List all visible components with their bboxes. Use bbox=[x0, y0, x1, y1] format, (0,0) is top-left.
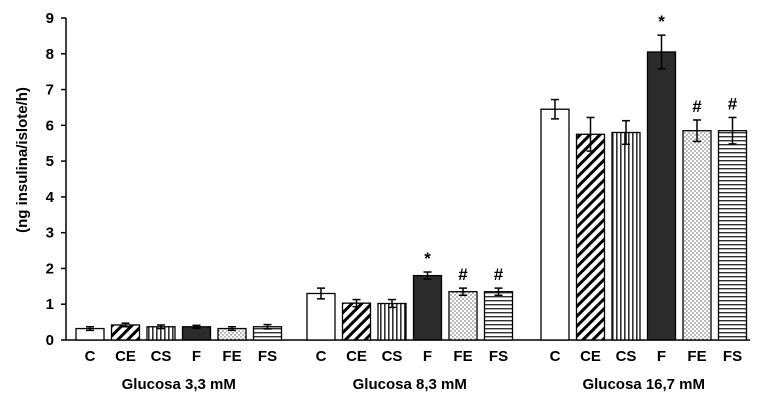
x-tick-label: CE bbox=[346, 348, 367, 365]
y-tick-label: 3 bbox=[46, 225, 54, 242]
significance-annotation: # bbox=[692, 97, 702, 116]
significance-annotation: # bbox=[728, 94, 738, 113]
y-tick-label: 0 bbox=[46, 332, 54, 349]
x-tick-label: F bbox=[423, 348, 432, 365]
significance-annotation: # bbox=[494, 265, 504, 284]
y-tick-label: 9 bbox=[46, 10, 54, 27]
x-tick-label: FS bbox=[723, 348, 742, 365]
x-tick-label: CE bbox=[580, 348, 601, 365]
bar bbox=[717, 130, 748, 341]
x-tick-label: CS bbox=[382, 348, 403, 365]
x-tick-label: F bbox=[657, 348, 666, 365]
x-tick-label: FE bbox=[453, 348, 472, 365]
x-tick-label: CE bbox=[115, 348, 136, 365]
bar bbox=[575, 133, 606, 341]
y-tick-label: 6 bbox=[46, 117, 54, 134]
bars bbox=[75, 34, 748, 341]
x-tick-label: FS bbox=[489, 348, 508, 365]
significance-annotation: * bbox=[658, 12, 665, 31]
bar bbox=[448, 291, 478, 341]
x-tick-label: FS bbox=[258, 348, 277, 365]
x-tick-label: CS bbox=[151, 348, 172, 365]
x-tick-label: F bbox=[192, 348, 201, 365]
significance-annotation: * bbox=[424, 249, 431, 268]
y-tick-label: 1 bbox=[46, 296, 54, 313]
bar bbox=[611, 131, 641, 341]
y-tick-label: 8 bbox=[46, 46, 54, 63]
bar bbox=[341, 302, 372, 341]
x-tick-label: C bbox=[85, 348, 96, 365]
y-tick-label: 7 bbox=[46, 82, 54, 99]
labels: C CE CS F FE FS Glucosa 3,3 mM C CE CS * F # FE # FS Glu… bbox=[85, 12, 743, 393]
x-tick-label: C bbox=[316, 348, 327, 365]
group-label: Glucosa 3,3 mM bbox=[122, 376, 236, 393]
group-label: Glucosa 8,3 mM bbox=[353, 376, 467, 393]
bar bbox=[306, 292, 336, 341]
x-tick-label: FE bbox=[687, 348, 706, 365]
bar bbox=[377, 302, 407, 341]
bar bbox=[483, 291, 514, 341]
group-label: Glucosa 16,7 mM bbox=[582, 376, 705, 393]
y-tick-label: 4 bbox=[46, 189, 55, 206]
x-tick-label: CS bbox=[616, 348, 637, 365]
bar bbox=[682, 130, 712, 341]
x-tick-label: FE bbox=[222, 348, 241, 365]
bar bbox=[646, 51, 677, 341]
bar bbox=[540, 108, 570, 341]
y-tick-label: 2 bbox=[46, 260, 54, 277]
y-tick-label: 5 bbox=[46, 153, 54, 170]
bar bbox=[412, 274, 443, 341]
significance-annotation: # bbox=[458, 265, 468, 284]
y-axis-label: (ng insulina/islote/h) bbox=[14, 87, 31, 233]
x-tick-label: C bbox=[550, 348, 561, 365]
axes: 0 1 2 3 4 5 6 7 8 9 bbox=[46, 10, 750, 349]
